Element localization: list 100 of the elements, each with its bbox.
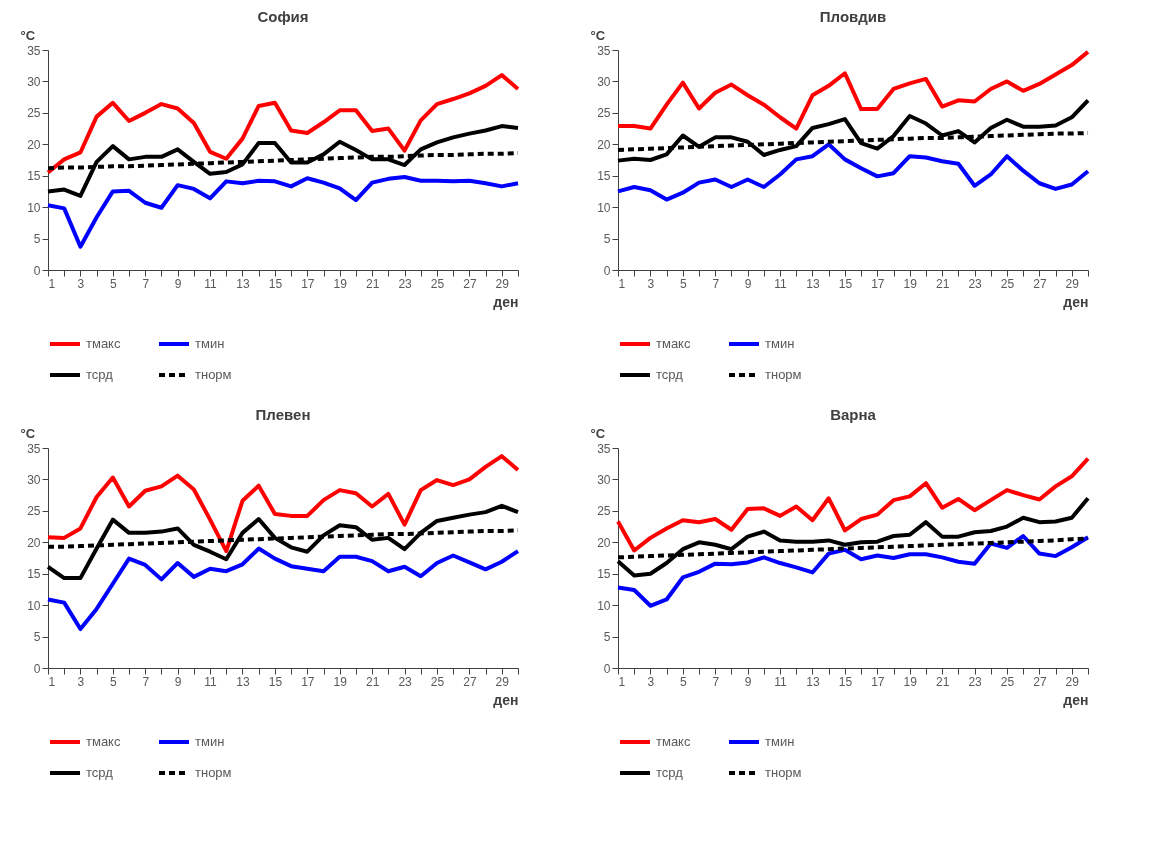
legend-label: тмин (195, 734, 225, 749)
y-tick-label: 35 (597, 43, 611, 58)
x-tick-label: 11 (774, 674, 788, 689)
y-tick-label: 15 (597, 567, 611, 582)
x-tick-label: 9 (744, 674, 752, 689)
x-tick-label: 13 (806, 674, 820, 689)
y-tick-label: 30 (597, 472, 611, 487)
line-series (46, 174, 520, 249)
y-tick-label: 20 (597, 137, 611, 152)
legend-label: тсрд (86, 765, 114, 780)
y-axis-title: °C (590, 27, 606, 43)
y-tick-label: 20 (27, 137, 41, 152)
y-tick-label: 10 (597, 200, 611, 215)
y-tick-label: 0 (33, 661, 41, 676)
y-tick-label: 20 (27, 535, 41, 550)
y-tick-label: 5 (33, 630, 41, 645)
x-tick-label: 21 (365, 674, 380, 689)
y-tick-label: 10 (597, 598, 611, 613)
x-tick-label: 9 (744, 276, 752, 291)
x-tick-label: 25 (430, 674, 445, 689)
y-tick-label: 0 (33, 263, 41, 278)
y-tick-label: 25 (27, 106, 41, 121)
chart-title: София (257, 8, 309, 25)
x-tick-label: 17 (301, 674, 315, 689)
y-tick-label: 30 (27, 472, 41, 487)
y-tick-label: 35 (597, 441, 611, 456)
line-series (616, 456, 1090, 553)
x-tick-label: 9 (174, 276, 182, 291)
x-tick-label: 5 (679, 674, 687, 689)
legend-label: тмакс (86, 734, 121, 749)
y-tick-label: 0 (603, 661, 611, 676)
x-tick-label: 15 (268, 674, 283, 689)
x-tick-label: 27 (1033, 276, 1047, 291)
x-tick-label: 1 (618, 276, 626, 291)
x-tick-label: 3 (77, 674, 85, 689)
legend-label: тмакс (86, 336, 121, 351)
x-tick-label: 1 (618, 674, 626, 689)
x-tick-label: 27 (1033, 674, 1047, 689)
y-tick-label: 5 (603, 232, 611, 247)
x-tick-label: 21 (365, 276, 380, 291)
y-tick-label: 15 (27, 567, 41, 582)
x-tick-label: 7 (142, 674, 150, 689)
x-tick-label: 1 (48, 674, 56, 689)
x-tick-label: 29 (1065, 276, 1080, 291)
x-tick-label: 7 (712, 276, 720, 291)
y-tick-label: 15 (597, 169, 611, 184)
y-tick-label: 25 (597, 106, 611, 121)
x-tick-label: 5 (109, 276, 117, 291)
legend-label: тсрд (86, 367, 114, 382)
y-tick-label: 30 (597, 74, 611, 89)
chart-title: Варна (830, 406, 877, 423)
x-tick-label: 13 (236, 276, 250, 291)
x-tick-label: 15 (268, 276, 283, 291)
x-axis-title: ден (1063, 691, 1089, 708)
legend-label: тнорм (195, 367, 232, 382)
x-tick-label: 11 (204, 276, 218, 291)
x-axis-title: ден (1063, 293, 1089, 310)
x-tick-label: 29 (495, 674, 510, 689)
legend-label: тмакс (656, 734, 691, 749)
line-series (616, 142, 1090, 202)
x-tick-label: 27 (463, 674, 477, 689)
x-axis-title: ден (493, 293, 519, 310)
x-tick-label: 27 (463, 276, 477, 291)
x-tick-label: 23 (968, 276, 983, 291)
legend-label: тсрд (656, 765, 684, 780)
x-tick-label: 21 (935, 674, 950, 689)
x-tick-label: 7 (712, 674, 720, 689)
x-tick-label: 23 (398, 276, 413, 291)
x-tick-label: 19 (903, 674, 918, 689)
y-tick-label: 35 (27, 43, 41, 58)
chart-title: Плевен (255, 406, 311, 423)
x-tick-label: 13 (806, 276, 820, 291)
x-tick-label: 13 (236, 674, 250, 689)
y-axis-title: °C (20, 27, 36, 43)
line-series (616, 98, 1090, 163)
x-tick-label: 19 (903, 276, 918, 291)
legend-label: тмин (765, 336, 795, 351)
x-tick-label: 1 (48, 276, 56, 291)
y-axis-title: °C (20, 425, 36, 441)
y-tick-label: 0 (603, 263, 611, 278)
x-tick-label: 19 (333, 276, 348, 291)
y-tick-label: 20 (597, 535, 611, 550)
legend-label: тмакс (656, 336, 691, 351)
line-series (46, 454, 520, 554)
legend-label: тмин (195, 336, 225, 351)
y-tick-label: 25 (27, 504, 41, 519)
y-tick-label: 10 (27, 200, 41, 215)
x-tick-label: 25 (430, 276, 445, 291)
line-series (46, 124, 520, 198)
x-tick-label: 25 (1000, 276, 1015, 291)
line-series (616, 534, 1090, 608)
x-tick-label: 17 (301, 276, 315, 291)
line-series (46, 503, 520, 581)
x-tick-label: 15 (838, 674, 853, 689)
legend-label: тнорм (765, 765, 802, 780)
y-tick-label: 15 (27, 169, 41, 184)
x-axis-title: ден (493, 691, 519, 708)
x-tick-label: 11 (774, 276, 788, 291)
x-tick-label: 23 (398, 674, 413, 689)
y-tick-label: 35 (27, 441, 41, 456)
